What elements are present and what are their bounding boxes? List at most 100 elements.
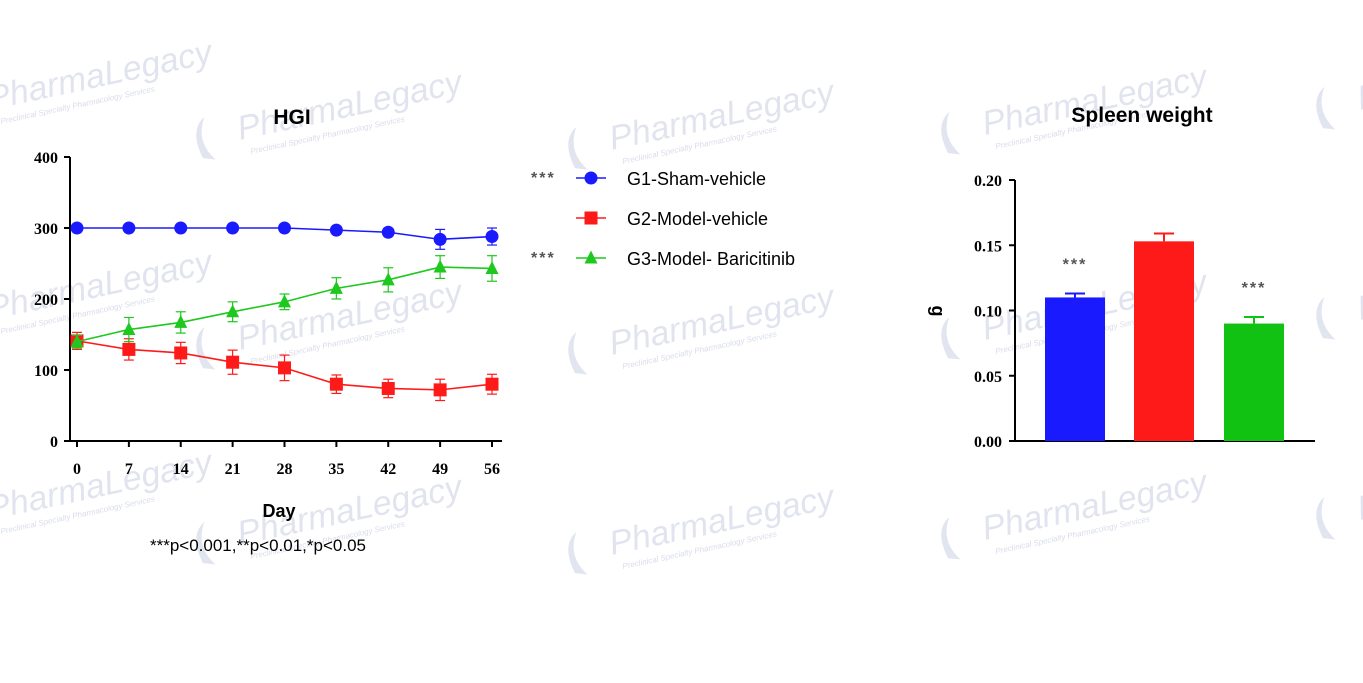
legend-significance: *** (531, 250, 556, 267)
hgi-legend: *** G1-Sham-vehicle G2-Model-vehicle *** G3-… (531, 169, 795, 269)
watermark-brand: PharmaLegacy (234, 63, 468, 148)
data-point (278, 294, 291, 308)
hgi-series-layer (70, 221, 499, 402)
watermark-brand: PharmaLegacy (979, 463, 1213, 548)
x-tick-label: 35 (328, 461, 344, 478)
watermark-mark-icon (568, 126, 588, 170)
watermark-brand: PharmaLegacy (0, 243, 217, 328)
x-tick-label: 7 (125, 461, 133, 478)
data-point (174, 221, 188, 235)
data-point (278, 221, 291, 235)
bar (1224, 323, 1284, 441)
data-point (174, 346, 188, 360)
y-tick-label: 0.00 (974, 434, 1002, 451)
legend-marker (584, 171, 598, 185)
legend-label: G1-Sham-vehicle (627, 169, 766, 189)
legend-item: G2-Model-vehicle (576, 209, 768, 229)
y-tick-label: 0 (50, 434, 58, 451)
watermark-brand: PharmaLegacy (606, 278, 840, 363)
watermark-brand: PharmaLegacy (0, 33, 217, 118)
data-point (381, 225, 395, 239)
x-tick-label: 21 (225, 461, 241, 478)
bar (1045, 297, 1105, 441)
legend-significance: *** (531, 170, 556, 187)
y-tick-label: 0.20 (974, 173, 1002, 190)
x-tick-label: 49 (432, 461, 448, 478)
data-point (122, 342, 136, 356)
x-tick-label: 42 (380, 461, 396, 478)
y-tick-label: 0.15 (974, 238, 1002, 255)
significance-footnote: ***p<0.001,**p<0.01,*p<0.05 (150, 536, 366, 555)
data-point (122, 221, 136, 235)
bar-group-1: *** (1045, 257, 1105, 441)
hgi-tick-layer: 0 100 200 300 400 0 7 14 21 28 35 42 49 56 (34, 150, 500, 478)
x-tick-label: 56 (484, 461, 500, 478)
watermark-brand: PharmaLegacy (606, 73, 840, 158)
y-tick-label: 200 (34, 292, 58, 309)
data-point (329, 223, 343, 237)
y-tick-label: 0.10 (974, 304, 1002, 321)
data-point (226, 304, 240, 318)
legend-label: G2-Model-vehicle (627, 209, 768, 229)
data-point (329, 377, 343, 391)
data-point (329, 280, 343, 294)
data-point (70, 221, 84, 235)
series-3 (70, 255, 499, 349)
legend-label: G3-Model- Baricitinib (627, 249, 795, 269)
data-point (381, 381, 395, 395)
data-point (433, 232, 447, 246)
spleen-weight-chart: Spleen weight g 0.00 0.05 0.10 0.15 0.20 ***… (928, 104, 1315, 451)
watermark-brand: PharmaLegacy (606, 478, 840, 563)
x-tick-label: 28 (277, 461, 293, 478)
watermark-mark-icon (1316, 86, 1336, 130)
data-point (485, 377, 499, 391)
watermark-brand: PharmaLegacy (1354, 243, 1363, 328)
series-1 (70, 221, 499, 250)
bar-significance: *** (1063, 257, 1088, 274)
watermark-mark-icon (568, 331, 588, 375)
watermark-brand: PharmaLegacy (0, 443, 217, 528)
data-point (174, 314, 188, 328)
y-tick-label: 0.05 (974, 369, 1002, 386)
watermark-mark-icon (1316, 496, 1336, 540)
legend-item: *** G3-Model- Baricitinib (531, 249, 795, 269)
watermark-mark-icon (196, 521, 216, 565)
watermark-mark-icon (941, 516, 961, 560)
watermark-mark-icon (196, 326, 216, 370)
data-point (122, 322, 136, 336)
legend-marker (584, 250, 598, 264)
x-tick-label: 0 (73, 461, 81, 478)
hgi-chart: HGI 0 100 200 300 400 0 7 14 21 28 35 42 49 56 Day **… (34, 106, 502, 555)
watermark-mark-icon (196, 116, 216, 160)
y-tick-label: 300 (34, 221, 58, 238)
y-tick-label: 400 (34, 150, 58, 167)
bar-group-2 (1134, 232, 1194, 441)
data-point (226, 355, 240, 369)
data-point (485, 230, 499, 244)
bar-group-3: *** (1224, 280, 1284, 441)
data-point (70, 334, 84, 348)
spleen-tick-layer: 0.00 0.05 0.10 0.15 0.20 (974, 173, 1015, 451)
y-tick-label: 100 (34, 363, 58, 380)
hgi-chart-title: HGI (273, 106, 310, 129)
watermark-brand: PharmaLegacy (979, 58, 1213, 143)
data-point (278, 361, 291, 375)
hgi-x-axis-label: Day (262, 501, 295, 521)
watermark-brand: PharmaLegacy (1354, 443, 1363, 528)
watermark-mark-icon (941, 316, 961, 360)
spleen-bar-layer: *** *** (1045, 232, 1284, 441)
x-tick-label: 14 (173, 461, 189, 478)
data-point (433, 383, 447, 397)
